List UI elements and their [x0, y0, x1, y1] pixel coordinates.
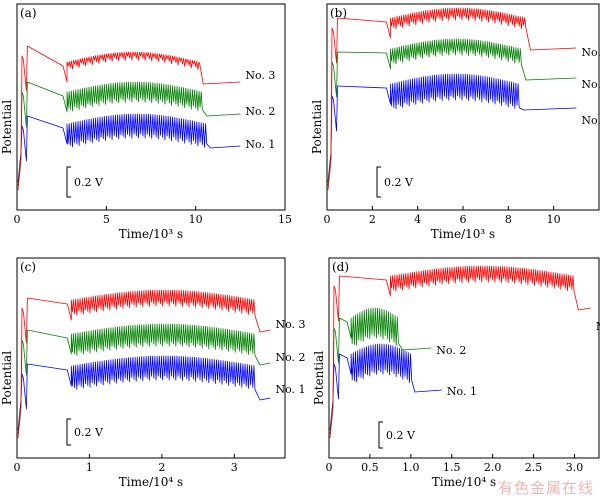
- series-trace: [329, 265, 591, 439]
- x-tick-label: 0: [324, 213, 331, 226]
- x-tick-label: 0: [14, 213, 21, 226]
- x-axis-title: Time/10⁴ s: [432, 475, 496, 489]
- x-axis-title: Time/10³ s: [119, 227, 183, 241]
- series-label: No. 1: [276, 383, 306, 396]
- x-tick-label: 4: [414, 213, 421, 226]
- series-trace: [329, 343, 442, 431]
- panel-letter: (a): [20, 6, 37, 20]
- panel-letter: (b): [330, 6, 347, 20]
- x-tick-label: 2: [369, 213, 376, 226]
- chart-panel-1: 0 5 10 15 Time/10³ s Potential (a) 0.2 V No. 1 No…: [0, 3, 292, 241]
- series-trace: [17, 113, 241, 183]
- scale-bar: [66, 418, 71, 446]
- series-trace: [327, 7, 577, 191]
- x-axis-title: Time/10⁴ s: [119, 475, 183, 489]
- y-axis-title: Potential: [312, 351, 326, 405]
- x-tick-label: 3: [231, 461, 238, 474]
- panel-letter: (c): [20, 260, 36, 274]
- panel-letter: (d): [332, 260, 349, 274]
- x-tick-label: 6: [460, 213, 467, 226]
- x-tick-label: 3.0: [566, 461, 584, 474]
- y-axis-title: Potential: [310, 100, 324, 154]
- series-label: No. 3: [581, 46, 600, 59]
- x-tick-label: 10: [547, 213, 561, 226]
- x-tick-label: 2: [158, 461, 165, 474]
- scale-bar-label: 0.2 V: [74, 176, 104, 189]
- series-trace: [329, 307, 432, 435]
- x-tick-label: 1.0: [402, 461, 420, 474]
- chart-panel-3: 0 1 2 3 Time/10⁴ s Potential (c) 0.2 V No. 1 No. …: [0, 257, 306, 489]
- series-trace: [327, 38, 577, 187]
- plot-frame: [16, 257, 286, 459]
- series-label: No. 3: [276, 318, 306, 331]
- x-tick-label: 1.5: [443, 461, 461, 474]
- x-tick-label: 0: [14, 461, 21, 474]
- series-label: No. 1: [581, 114, 600, 127]
- series-label: No. 2: [276, 351, 306, 364]
- series-trace: [17, 81, 241, 187]
- scale-bar-label: 0.2 V: [386, 429, 416, 442]
- series-label: No. 3: [596, 320, 600, 333]
- series-trace: [17, 355, 271, 431]
- series-label: No. 2: [436, 344, 466, 357]
- x-tick-label: 15: [278, 213, 292, 226]
- x-tick-label: 5: [103, 213, 110, 226]
- chart-panel-4: 0 0.5 1.0 1.5 2.0 2.5 3.0 Time/10⁴ s Potential (d…: [312, 257, 600, 489]
- scale-bar-label: 0.2 V: [384, 176, 414, 189]
- x-tick-label: 2.0: [484, 461, 502, 474]
- plot-frame: [326, 3, 600, 211]
- x-axis-title: Time/10³ s: [431, 227, 495, 241]
- series-label: No. 1: [447, 385, 477, 398]
- x-tick-label: 2.5: [525, 461, 543, 474]
- plot-frame: [16, 3, 286, 211]
- scale-bar: [376, 166, 381, 198]
- series-trace: [17, 45, 241, 191]
- y-axis-title: Potential: [0, 351, 14, 405]
- chart-panel-2: 0 2 4 6 8 10 Time/10³ s Potential (b) 0.2 V No. 1 N…: [310, 3, 600, 241]
- y-axis-title: Potential: [0, 100, 14, 154]
- scale-bar: [66, 166, 71, 198]
- watermark: 有色金属在线: [497, 479, 594, 497]
- scale-bar: [378, 421, 383, 449]
- plot-frame: [328, 257, 600, 459]
- x-tick-label: 1: [86, 461, 93, 474]
- series-trace: [17, 289, 271, 439]
- scale-bar-label: 0.2 V: [74, 426, 104, 439]
- series-label: No. 1: [245, 138, 275, 151]
- x-tick-label: 10: [189, 213, 203, 226]
- x-tick-label: 0: [326, 461, 333, 474]
- series-label: No. 2: [581, 78, 600, 91]
- series-label: No. 3: [245, 69, 275, 82]
- series-trace: [327, 73, 577, 183]
- x-tick-label: 0.5: [361, 461, 379, 474]
- series-label: No. 2: [245, 105, 275, 118]
- x-tick-label: 8: [505, 213, 512, 226]
- series-trace: [17, 323, 271, 435]
